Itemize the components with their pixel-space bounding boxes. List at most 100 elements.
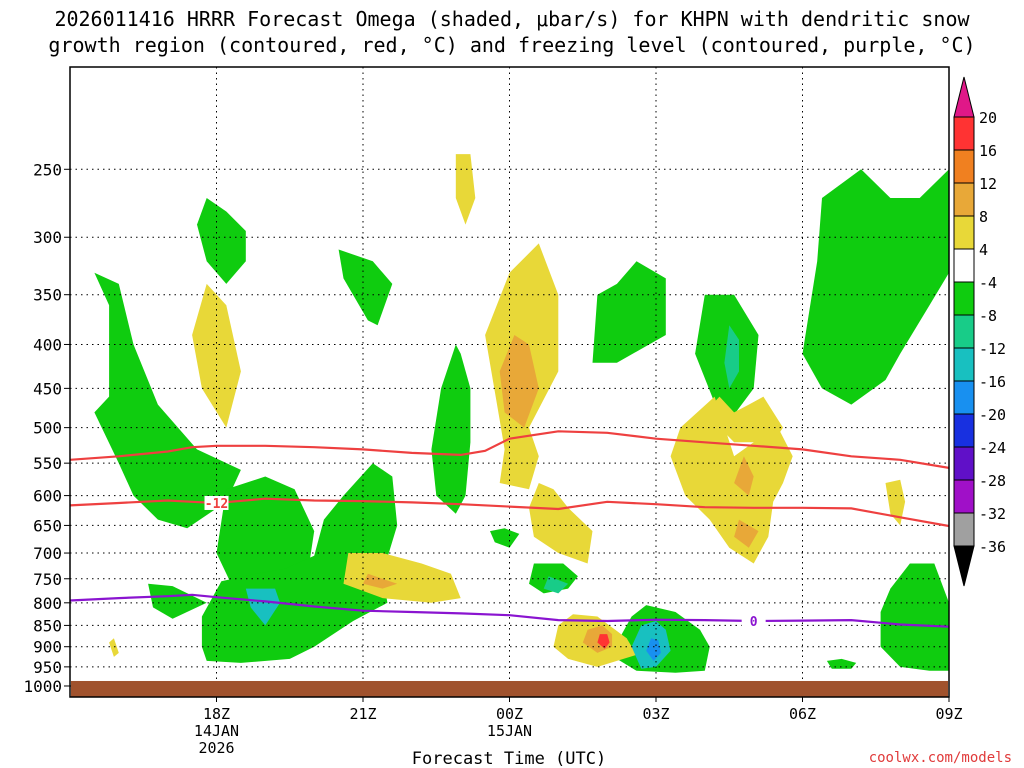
colorbar-tick--12: -12 [979, 340, 1006, 358]
shade-orange-small-right [734, 456, 754, 496]
omega-shading [94, 154, 949, 673]
x-tick-1-line-0: 18Z [203, 705, 230, 723]
shade-blue-core [646, 638, 661, 661]
shade-yellow-upper-thin [192, 283, 241, 428]
shade-cyan-blob-750 [543, 576, 569, 594]
y-tick-700: 700 [33, 544, 62, 563]
colorbar-tick--24: -24 [979, 439, 1006, 457]
y-tick-750: 750 [33, 570, 62, 589]
colorbar-tick-4: 4 [979, 241, 988, 259]
shade-cyan-mid-right [724, 325, 739, 389]
y-tick-650: 650 [33, 516, 62, 535]
colorbar-tick--20: -20 [979, 406, 1006, 424]
x-tick-4-line-0: 21Z [349, 705, 376, 723]
shade-red-core [597, 634, 610, 649]
colorbar-tick-8: 8 [979, 208, 988, 226]
colorbar-tick--28: -28 [979, 472, 1006, 490]
credit-link[interactable]: coolwx.com/models [869, 750, 1012, 766]
colorbar-bin--36--32 [953, 512, 975, 547]
shade-green-left-lobe-800 [148, 583, 207, 619]
shade-green-upper-mid [592, 261, 666, 363]
x-tick-7-line-1: 15JAN [487, 722, 532, 740]
y-tick-950: 950 [33, 658, 62, 677]
colorbar-bin--32--28 [953, 479, 975, 514]
colorbar-bin--16--12 [953, 347, 975, 382]
y-tick-550: 550 [33, 454, 62, 473]
colorbar: 20 16 12 8 4 -4 -8 -12 -16 -20 -24 -28 -32 -36 [953, 76, 1006, 587]
ground-terrain [71, 680, 948, 697]
contour-label-bg-freezing-level [741, 613, 766, 628]
colorbar-above-triangle [953, 76, 975, 118]
colorbar-tick--32: -32 [979, 505, 1006, 523]
shade-green-lobe-300 [197, 198, 246, 284]
contour-label-dendritic-lower: -12 [205, 497, 228, 512]
y-tick-600: 600 [33, 487, 62, 506]
x-tick-10-line-0: 03Z [642, 705, 669, 723]
shade-yellow-blob-600 [885, 479, 906, 526]
title-line-2: growth region (contoured, red, °C) and f… [48, 33, 975, 57]
shade-green-blob-950-right [826, 658, 857, 669]
shade-orange-upper [499, 335, 539, 428]
colorbar-bin--28--24 [953, 446, 975, 481]
colorbar-below-triangle [953, 545, 975, 587]
y-tick-900: 900 [33, 638, 62, 657]
colorbar-tick--8: -8 [979, 307, 997, 325]
shade-yellow-low-left [343, 553, 461, 603]
colorbar-tick-20: 20 [979, 109, 997, 127]
shade-green-column-mid [431, 344, 471, 514]
contour-label-freezing-level: 0 [750, 615, 758, 630]
shade-green-lobe-350 [338, 249, 393, 326]
x-tick-7-line-0: 00Z [496, 705, 523, 723]
colorbar-tick--4: -4 [979, 274, 997, 292]
chart-title: 2026011416 HRRR Forecast Omega (shaded, … [48, 7, 975, 57]
y-tick-1000: 1000 [23, 677, 62, 696]
x-tick-1-line-1: 14JAN [194, 722, 239, 740]
title-line-1: 2026011416 HRRR Forecast Omega (shaded, … [54, 7, 970, 31]
shade-orange-right-low [734, 519, 759, 548]
shade-green-upper-left [94, 272, 241, 529]
y-tick-350: 350 [33, 286, 62, 305]
shade-green-upper-right [802, 169, 949, 405]
y-tick-850: 850 [33, 616, 62, 635]
y-tick-250: 250 [33, 160, 62, 179]
shade-yellow-large-right [670, 396, 793, 564]
temperature-contours: -12 0 [70, 430, 949, 630]
shade-cyan-left-low [245, 588, 280, 626]
contour-dendritic-lower [70, 497, 949, 528]
y-tick-400: 400 [33, 335, 62, 354]
colorbar-bin--12--8 [953, 314, 975, 349]
shade-green-broad-low [201, 463, 398, 663]
shade-yellow-lower-mid [529, 483, 593, 564]
shade-yellow-spike-250 [455, 154, 476, 225]
grid-lines [70, 67, 950, 697]
y-axis-pressure: 250 300 350 400 450 500 550 600 650 700 750 800 850 9… [23, 160, 70, 696]
contour-dendritic-upper [70, 430, 949, 469]
colorbar-tick--36: -36 [979, 538, 1006, 556]
colorbar-bin-8-12 [953, 182, 975, 217]
y-tick-300: 300 [33, 228, 62, 247]
colorbar-bin--4-4 [953, 248, 975, 283]
shade-green-blob-650 [490, 528, 520, 548]
colorbar-bin--20--16 [953, 380, 975, 415]
colorbar-tick-16: 16 [979, 142, 997, 160]
y-tick-500: 500 [33, 419, 62, 438]
colorbar-bin--24--20 [953, 413, 975, 448]
colorbar-bin-4-8 [953, 215, 975, 250]
y-tick-450: 450 [33, 379, 62, 398]
colorbar-bin--8--4 [953, 281, 975, 316]
shade-orange-low-left [363, 573, 398, 589]
colorbar-tick-12: 12 [979, 175, 997, 193]
x-axis-label: Forecast Time (UTC) [412, 749, 606, 768]
contour-label-bg-dendritic-lower [204, 495, 229, 510]
x-tick-16-line-0: 09Z [935, 705, 962, 723]
colorbar-tick--16: -16 [979, 373, 1006, 391]
y-tick-800: 800 [33, 594, 62, 613]
colorbar-bin-16-20 [953, 116, 975, 151]
x-tick-13-line-0: 06Z [789, 705, 816, 723]
colorbar-bin-12-16 [953, 149, 975, 184]
contour-freezing-level [70, 593, 949, 628]
x-tick-1-line-2: 2026 [198, 739, 234, 757]
shade-yellow-small-lower-left [109, 638, 119, 657]
